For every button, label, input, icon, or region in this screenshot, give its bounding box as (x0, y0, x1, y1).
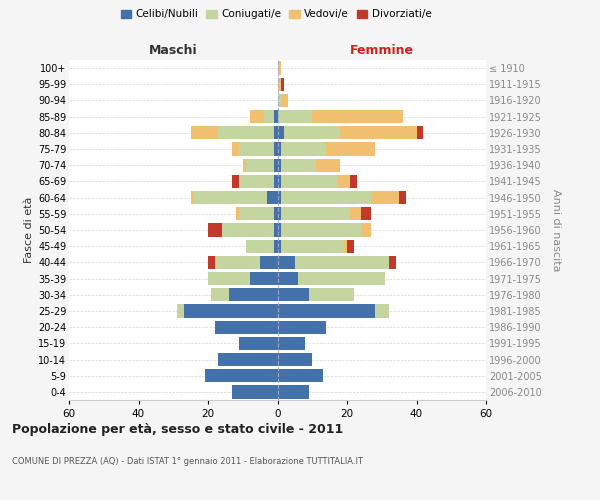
Bar (281, 94, 288, 107)
Bar (277, 158, 281, 172)
Bar (281, 158, 316, 172)
Bar (236, 207, 239, 220)
Bar (277, 336, 305, 350)
Bar (211, 288, 229, 302)
Bar (218, 126, 274, 140)
Bar (215, 256, 260, 269)
Bar (222, 224, 274, 236)
Bar (277, 94, 281, 107)
Bar (277, 386, 309, 398)
Bar (277, 353, 312, 366)
Bar (243, 158, 246, 172)
Text: Popolazione per età, sesso e stato civile - 2011: Popolazione per età, sesso e stato civil… (12, 422, 343, 436)
Bar (281, 224, 361, 236)
Bar (277, 369, 323, 382)
Bar (184, 304, 277, 318)
Bar (246, 158, 274, 172)
Bar (274, 126, 277, 140)
Bar (208, 272, 250, 285)
Bar (274, 142, 277, 156)
Bar (277, 62, 281, 74)
Bar (375, 304, 389, 318)
Bar (277, 110, 312, 124)
Bar (277, 272, 298, 285)
Bar (277, 320, 326, 334)
Bar (208, 256, 215, 269)
Bar (416, 126, 424, 140)
Y-axis label: Anni di nascita: Anni di nascita (551, 188, 561, 271)
Bar (371, 191, 399, 204)
Bar (274, 224, 277, 236)
Bar (191, 191, 194, 204)
Bar (316, 158, 340, 172)
Bar (218, 353, 277, 366)
Bar (350, 207, 361, 220)
Bar (205, 369, 277, 382)
Bar (277, 288, 309, 302)
Bar (326, 142, 375, 156)
Text: Maschi: Maschi (149, 44, 197, 57)
Bar (284, 126, 340, 140)
Bar (239, 207, 274, 220)
Bar (277, 207, 281, 220)
Bar (274, 158, 277, 172)
Bar (250, 272, 277, 285)
Bar (274, 240, 277, 253)
Bar (277, 256, 295, 269)
Bar (281, 191, 371, 204)
Bar (399, 191, 406, 204)
Bar (274, 110, 277, 124)
Bar (281, 207, 350, 220)
Bar (312, 110, 403, 124)
Bar (239, 336, 277, 350)
Bar (229, 288, 277, 302)
Bar (309, 288, 354, 302)
Bar (277, 126, 284, 140)
Bar (277, 304, 375, 318)
Bar (277, 142, 281, 156)
Bar (277, 224, 281, 236)
Bar (361, 207, 371, 220)
Bar (177, 304, 184, 318)
Bar (274, 207, 277, 220)
Text: Femmine: Femmine (350, 44, 414, 57)
Bar (337, 175, 350, 188)
Bar (277, 78, 281, 91)
Bar (350, 175, 358, 188)
Bar (246, 240, 274, 253)
Bar (281, 175, 337, 188)
Bar (215, 320, 277, 334)
Bar (208, 224, 222, 236)
Bar (277, 191, 281, 204)
Bar (281, 142, 326, 156)
Bar (389, 256, 395, 269)
Bar (232, 386, 277, 398)
Bar (340, 126, 416, 140)
Bar (281, 78, 284, 91)
Bar (250, 110, 263, 124)
Bar (274, 175, 277, 188)
Bar (344, 240, 347, 253)
Bar (347, 240, 354, 253)
Bar (239, 175, 274, 188)
Y-axis label: Fasce di età: Fasce di età (23, 197, 34, 263)
Bar (281, 240, 344, 253)
Bar (263, 110, 274, 124)
Bar (232, 142, 239, 156)
Bar (277, 240, 281, 253)
Legend: Celibi/Nubili, Coniugati/e, Vedovi/e, Divorziati/e: Celibi/Nubili, Coniugati/e, Vedovi/e, Di… (116, 5, 436, 24)
Bar (239, 142, 274, 156)
Bar (361, 224, 371, 236)
Bar (277, 175, 281, 188)
Bar (191, 126, 218, 140)
Text: COMUNE DI PREZZA (AQ) - Dati ISTAT 1° gennaio 2011 - Elaborazione TUTTITALIA.IT: COMUNE DI PREZZA (AQ) - Dati ISTAT 1° ge… (12, 458, 363, 466)
Bar (260, 256, 277, 269)
Bar (267, 191, 277, 204)
Bar (232, 175, 239, 188)
Bar (194, 191, 267, 204)
Bar (298, 272, 385, 285)
Bar (295, 256, 389, 269)
